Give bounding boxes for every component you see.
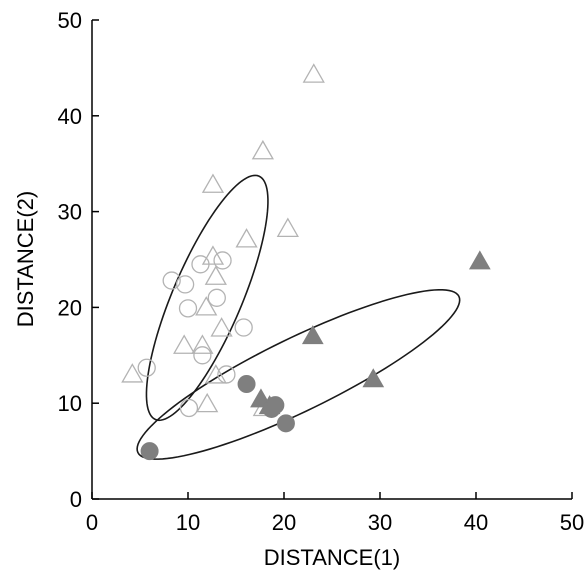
group-ellipse-2 bbox=[136, 288, 461, 460]
open-triangle-point bbox=[196, 392, 219, 413]
group-ellipse-1 bbox=[145, 174, 269, 422]
open-triangle-point bbox=[210, 317, 233, 337]
open-circle-point bbox=[217, 365, 236, 384]
y-tick-label: 0 bbox=[70, 487, 82, 512]
open-triangle-point bbox=[191, 334, 214, 354]
x-tick-label: 30 bbox=[368, 510, 392, 535]
filled-triangle-point bbox=[468, 250, 491, 270]
y-tick-label: 40 bbox=[58, 104, 82, 129]
y-tick-label: 30 bbox=[58, 200, 82, 225]
ellipse-group bbox=[136, 174, 461, 460]
open-triangle-point bbox=[276, 217, 299, 237]
axes bbox=[91, 20, 572, 500]
open-triangle-point bbox=[201, 245, 225, 265]
open-triangle-point bbox=[235, 228, 258, 248]
open-triangle-point bbox=[195, 296, 218, 316]
open-circle-point bbox=[137, 358, 156, 377]
open-circle-point bbox=[193, 346, 212, 365]
open-triangle-point bbox=[201, 173, 225, 193]
open-circle-point bbox=[191, 255, 210, 274]
open-triangle-point bbox=[204, 364, 227, 384]
x-tick-label: 0 bbox=[86, 510, 98, 535]
open-circle-point bbox=[178, 299, 198, 318]
open-circle-point bbox=[234, 318, 253, 337]
open-triangle-point bbox=[204, 265, 227, 285]
x-tick-label: 40 bbox=[464, 510, 488, 535]
filled-circle-point bbox=[140, 442, 159, 461]
y-axis-title: DISTANCE(2) bbox=[13, 191, 38, 328]
x-axis-title: DISTANCE(1) bbox=[264, 545, 401, 570]
open-circle-point bbox=[179, 398, 199, 418]
filled-circle-point bbox=[237, 375, 256, 394]
y-tick-label: 10 bbox=[58, 391, 82, 416]
x-tick-label: 20 bbox=[272, 510, 296, 535]
y-tick-label: 50 bbox=[58, 8, 82, 33]
y-tick-label: 20 bbox=[58, 295, 82, 320]
open-circle-point bbox=[207, 288, 226, 307]
x-tick-label: 10 bbox=[176, 510, 200, 535]
open-circle-point bbox=[213, 251, 232, 270]
open-triangle-point bbox=[302, 63, 325, 83]
filled-triangle-point bbox=[301, 325, 324, 345]
open-circle-point bbox=[162, 271, 181, 290]
ticks: 0 10 20 30 40 50 0 10 20 30 40 50 bbox=[58, 8, 585, 535]
data-points bbox=[121, 63, 491, 461]
filled-circle-point bbox=[276, 414, 295, 433]
open-triangle-point bbox=[251, 139, 275, 160]
filled-triangle-point bbox=[362, 368, 385, 388]
filled-circle-point bbox=[266, 396, 285, 415]
x-tick-label: 50 bbox=[560, 510, 584, 535]
open-triangle-point bbox=[173, 334, 196, 354]
open-circle-point bbox=[175, 275, 195, 294]
open-triangle-point bbox=[121, 363, 144, 383]
